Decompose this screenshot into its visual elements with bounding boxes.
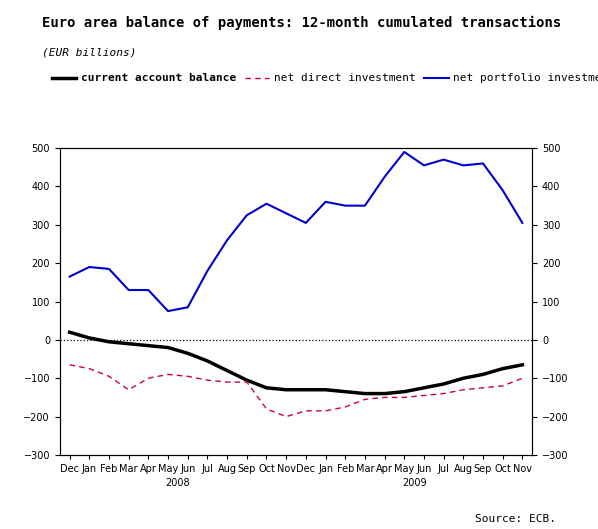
net direct investment (460, 387, 467, 393)
current account balance (519, 362, 526, 368)
net direct investment (66, 362, 73, 368)
current account balance (184, 350, 191, 357)
net direct investment (361, 396, 368, 403)
net portfolio investment (105, 266, 112, 272)
net portfolio investment (401, 149, 408, 155)
net direct investment (224, 379, 231, 385)
net portfolio investment (66, 273, 73, 280)
net portfolio investment (499, 187, 507, 194)
Text: Source: ECB.: Source: ECB. (475, 514, 556, 524)
net direct investment (440, 390, 447, 397)
net portfolio investment (302, 220, 309, 226)
net direct investment (86, 366, 93, 372)
current account balance (105, 339, 112, 345)
net direct investment (499, 383, 507, 389)
net direct investment (105, 373, 112, 379)
current account balance (145, 342, 152, 349)
net portfolio investment (420, 162, 428, 169)
current account balance (401, 388, 408, 395)
current account balance (204, 358, 211, 364)
current account balance (283, 387, 290, 393)
Line: current account balance: current account balance (69, 332, 523, 394)
current account balance (86, 335, 93, 341)
current account balance (263, 385, 270, 391)
net direct investment (322, 408, 329, 414)
net direct investment (480, 385, 487, 391)
net portfolio investment (341, 203, 349, 209)
net direct investment (145, 375, 152, 381)
net portfolio investment (86, 264, 93, 270)
net direct investment (263, 406, 270, 412)
current account balance (243, 377, 251, 384)
current account balance (125, 341, 132, 347)
net direct investment (164, 371, 172, 378)
Line: net direct investment: net direct investment (69, 365, 523, 417)
net portfolio investment (322, 198, 329, 205)
Text: 2009: 2009 (402, 478, 426, 488)
current account balance (224, 367, 231, 373)
net portfolio investment (145, 287, 152, 293)
net direct investment (243, 379, 251, 385)
net portfolio investment (224, 237, 231, 243)
Line: net portfolio investment: net portfolio investment (69, 152, 523, 311)
net portfolio investment (519, 220, 526, 226)
current account balance (440, 381, 447, 387)
Text: 2008: 2008 (166, 478, 190, 488)
net direct investment (341, 404, 349, 410)
current account balance (499, 366, 507, 372)
current account balance (460, 375, 467, 381)
current account balance (66, 329, 73, 335)
net direct investment (381, 394, 388, 400)
current account balance (302, 387, 309, 393)
net portfolio investment (184, 304, 191, 311)
net portfolio investment (263, 200, 270, 207)
net direct investment (401, 394, 408, 400)
Legend: current account balance, net direct investment, net portfolio investment: current account balance, net direct inve… (47, 69, 598, 88)
net portfolio investment (164, 308, 172, 314)
net direct investment (184, 373, 191, 379)
net direct investment (302, 408, 309, 414)
net portfolio investment (125, 287, 132, 293)
current account balance (361, 390, 368, 397)
current account balance (164, 344, 172, 351)
net portfolio investment (204, 268, 211, 274)
current account balance (322, 387, 329, 393)
net portfolio investment (460, 162, 467, 169)
current account balance (420, 385, 428, 391)
net direct investment (519, 375, 526, 381)
net portfolio investment (480, 160, 487, 167)
current account balance (341, 388, 349, 395)
Text: (EUR billions): (EUR billions) (42, 48, 136, 58)
net portfolio investment (243, 212, 251, 218)
net portfolio investment (440, 157, 447, 163)
net direct investment (420, 393, 428, 399)
Text: Euro area balance of payments: 12-month cumulated transactions: Euro area balance of payments: 12-month … (42, 16, 561, 30)
net direct investment (204, 377, 211, 384)
net portfolio investment (283, 210, 290, 216)
current account balance (480, 371, 487, 378)
net direct investment (125, 387, 132, 393)
net portfolio investment (361, 203, 368, 209)
net portfolio investment (381, 174, 388, 180)
net direct investment (283, 414, 290, 420)
current account balance (381, 390, 388, 397)
